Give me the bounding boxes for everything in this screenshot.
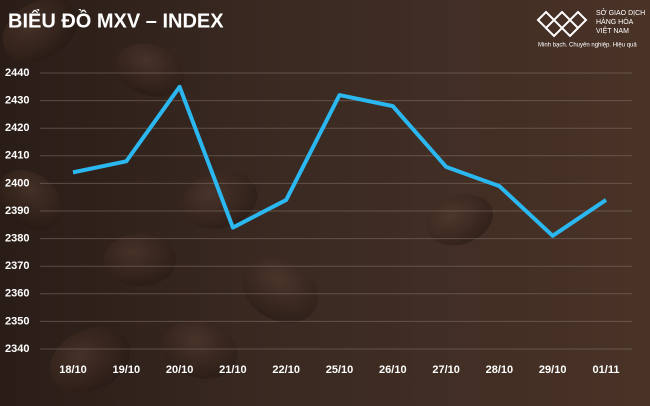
x-tick-label: 22/10 — [272, 364, 300, 376]
x-tick-label: 28/10 — [486, 364, 514, 376]
y-tick-label: 2370 — [5, 260, 29, 272]
y-tick-label: 2440 — [5, 67, 29, 79]
y-tick-label: 2390 — [5, 205, 29, 217]
y-tick-label: 2360 — [5, 288, 29, 300]
logo-slogan: Minh bạch. Chuyên nghiệp. Hiệu quả — [538, 43, 637, 49]
data-line — [72, 84, 608, 238]
logo-name: SỞ GIAO DỊCH — [596, 8, 645, 17]
logo-name: VIỆT NAM — [596, 26, 629, 35]
y-tick-label: 2410 — [5, 150, 29, 162]
y-tick-label: 2400 — [5, 177, 29, 189]
x-tick-label: 20/10 — [166, 364, 194, 376]
y-tick-label: 2380 — [5, 233, 29, 245]
coffee-beans — [0, 0, 493, 393]
logo: SỞ GIAO DỊCH HÀNG HÓA VIỆT NAM Minh bạch… — [536, 8, 645, 49]
x-tick-label: 18/10 — [59, 364, 87, 376]
y-tick-label: 2350 — [5, 315, 29, 327]
x-tick-label: 21/10 — [219, 364, 247, 376]
chart-title: BIỂU ĐỒ MXV – INDEX — [8, 8, 224, 32]
y-tick-label: 2340 — [5, 343, 29, 355]
y-tick-label: 2430 — [5, 95, 29, 107]
x-tick-label: 29/10 — [539, 364, 567, 376]
x-tick-label: 27/10 — [432, 364, 460, 376]
x-tick-label: 19/10 — [113, 364, 141, 376]
x-tick-label: 01/11 — [593, 364, 620, 376]
logo-name: HÀNG HÓA — [596, 17, 634, 26]
x-tick-label: 26/10 — [379, 364, 407, 376]
y-tick-label: 2420 — [5, 122, 29, 134]
x-tick-label: 25/10 — [326, 364, 354, 376]
